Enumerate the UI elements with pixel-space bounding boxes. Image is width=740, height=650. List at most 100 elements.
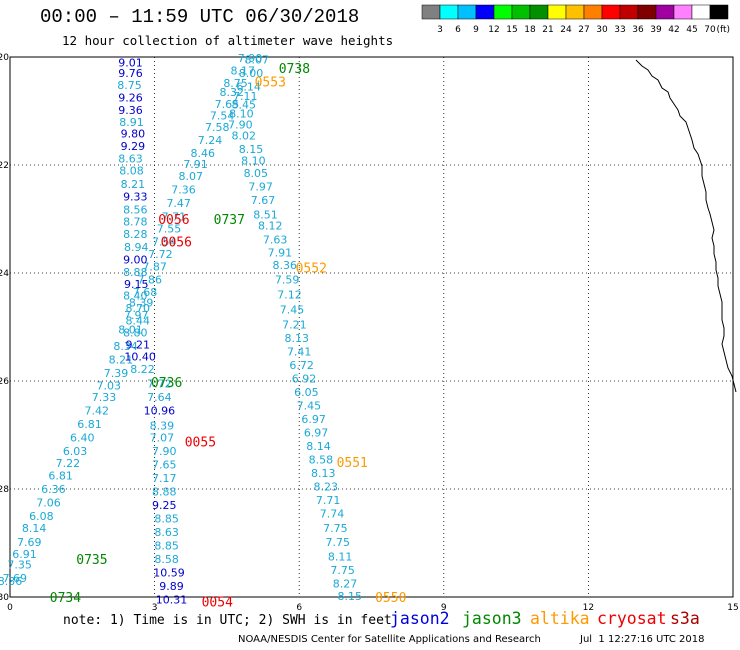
color-scale-label: 45 — [686, 25, 697, 35]
wave-height-value: 7.45 — [297, 399, 322, 412]
legend-s3a: s3a — [670, 609, 700, 628]
wave-height-value: 6.81 — [48, 470, 73, 483]
wave-height-value: 7.69 — [3, 572, 28, 585]
wave-height-value: 9.29 — [121, 140, 146, 153]
wave-height-value: 8.27 — [333, 578, 358, 591]
wave-height-value: 10.96 — [144, 405, 176, 418]
wave-height-value: 8.22 — [130, 363, 155, 376]
legend-cryosat: cryosat — [597, 609, 667, 628]
wave-height-value: 6.97 — [304, 426, 329, 439]
color-scale-label: 33 — [614, 25, 625, 35]
wave-height-value: 8.21 — [121, 178, 146, 191]
wave-height-value: 8.88 — [123, 266, 148, 279]
wave-height-value: 6.08 — [29, 510, 54, 523]
wave-height-value: 7.90 — [228, 119, 253, 132]
pass-time-label: 0551 — [337, 456, 368, 471]
wave-height-value: 8.88 — [152, 486, 177, 499]
wave-height-value: 7.47 — [166, 197, 191, 210]
wave-height-value: 8.01 — [118, 324, 143, 337]
wave-height-value: 9.00 — [123, 254, 148, 267]
wave-height-value: 7.65 — [215, 98, 240, 111]
wave-height-value: 8.14 — [306, 440, 331, 453]
wave-height-value: 10.40 — [124, 351, 156, 364]
coastline — [635, 59, 737, 393]
wave-height-value: 6.72 — [289, 359, 314, 372]
wave-height-value: 7.12 — [277, 289, 302, 302]
wave-height-value: 8.02 — [232, 129, 257, 142]
color-swatch — [709, 4, 729, 20]
wave-height-value: 7.55 — [157, 223, 182, 236]
wave-height-value: 7.90 — [238, 52, 263, 65]
wave-height-value: 7.06 — [36, 497, 61, 510]
wave-height-value: 7.36 — [171, 183, 196, 196]
generated-timestamp: Jul 1 12:27:16 UTC 2018 — [580, 634, 705, 645]
x-tick-label: 3 — [152, 603, 158, 613]
color-scale-label: 3 — [437, 25, 443, 35]
wave-height-value: 6.92 — [292, 372, 317, 385]
wave-height-value: 7.33 — [92, 391, 117, 404]
track-0738: 7.908.178.758.327.657.547.587.248.467.91… — [3, 52, 310, 585]
pass-time-label: 0552 — [296, 262, 327, 277]
wave-height-value: 6.36 — [41, 483, 66, 496]
x-tick-label: 6 — [296, 603, 302, 613]
wave-height-value: 7.87 — [142, 261, 167, 274]
color-scale-label: 36 — [632, 25, 644, 35]
color-scale-label: 27 — [578, 25, 589, 35]
track-0553: 8.078.006.147.118.458.107.908.028.158.10… — [228, 54, 362, 603]
wave-height-value: 7.72 — [147, 378, 172, 391]
wave-height-value: 8.23 — [313, 480, 338, 493]
color-scale-label: 18 — [524, 25, 536, 35]
wave-height-value: 7.86 — [138, 273, 163, 286]
wave-height-value: 9.80 — [121, 128, 146, 141]
wave-height-value: 7.24 — [198, 134, 223, 147]
wave-height-value: 8.13 — [285, 332, 310, 345]
wave-height-value: 8.63 — [154, 526, 179, 539]
wave-height-value: 7.71 — [316, 494, 341, 507]
pass-time-label: 0054 — [202, 595, 233, 610]
wave-height-value: 8.15 — [239, 143, 264, 156]
wave-height-value: 8.05 — [244, 167, 269, 180]
wave-height-value: 8.58 — [154, 553, 179, 566]
wave-height-value: 8.36 — [0, 575, 22, 588]
wave-height-value: 7.69 — [17, 536, 42, 549]
color-scale-label: 24 — [560, 25, 572, 35]
color-scale-label: 15 — [506, 25, 517, 35]
pass-time-label: 0055 — [185, 435, 216, 450]
wave-height-value: 7.64 — [147, 391, 172, 404]
wave-height-value: 7.68 — [133, 286, 158, 299]
wave-height-value: 6.97 — [301, 413, 326, 426]
pass-time-label: 0738 — [279, 62, 310, 77]
wave-height-value: 8.11 — [328, 551, 353, 564]
color-scale-label: 30 — [596, 25, 608, 35]
color-scale-label: 39 — [650, 25, 662, 35]
pass-time-label: 0735 — [76, 553, 107, 568]
wave-height-value: 9.76 — [118, 67, 143, 80]
wave-height-value: 8.10 — [241, 155, 266, 168]
wave-height-value: 8.07 — [179, 170, 204, 183]
wave-height-value: 8.94 — [124, 241, 149, 254]
wave-height-value: 8.39 — [150, 419, 175, 432]
pass-time-label: 0056 — [158, 213, 189, 228]
wave-height-value: 8.17 — [231, 65, 256, 78]
wave-height-value: 8.80 — [123, 326, 148, 339]
wave-height-value: 8.75 — [117, 79, 142, 92]
wave-height-value: 9.15 — [124, 278, 149, 291]
pass-time-label: 0736 — [151, 376, 182, 391]
wave-height-value: 8.51 — [253, 209, 278, 222]
wave-height-value: 8.46 — [191, 147, 216, 160]
wave-height-value: 8.10 — [229, 108, 254, 121]
wave-height-value: 7.97 — [248, 181, 273, 194]
wave-height-value: 8.32 — [219, 86, 244, 99]
wave-height-value: 8.28 — [123, 228, 148, 241]
wave-height-value: 7.39 — [104, 367, 129, 380]
y-tick-label: -22 — [0, 161, 9, 171]
wave-height-value: 7.97 — [124, 309, 149, 322]
y-tick-label: -20 — [0, 53, 9, 63]
wave-height-value: 8.91 — [119, 116, 144, 129]
wave-height-value: 6.40 — [70, 432, 95, 445]
wave-height-value: 8.39 — [129, 297, 154, 310]
wave-height-value: 8.40 — [123, 290, 148, 303]
wave-height-value: 8.45 — [232, 99, 257, 112]
wave-height-value: 6.03 — [63, 445, 88, 458]
